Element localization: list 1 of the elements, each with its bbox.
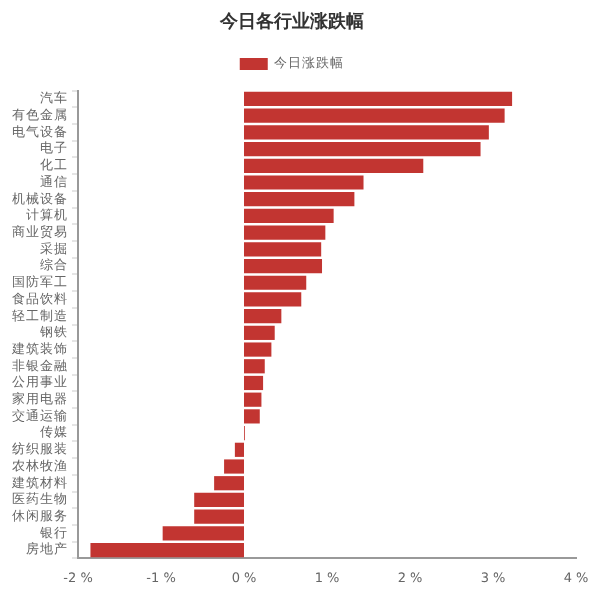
chart-title: 今日各行业涨跌幅: [218, 11, 364, 34]
